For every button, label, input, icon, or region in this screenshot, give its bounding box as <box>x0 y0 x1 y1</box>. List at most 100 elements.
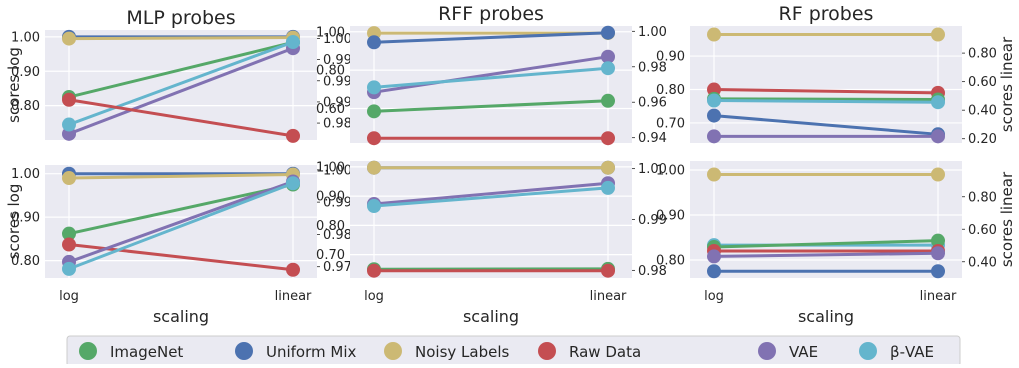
data-point <box>601 94 615 108</box>
data-point <box>62 262 76 276</box>
y2-tick-label: 0.60 <box>968 75 997 90</box>
y2-tick-label: 0.98 <box>323 117 352 132</box>
data-point <box>367 80 381 94</box>
data-point <box>367 131 381 145</box>
y2-tick-label: 0.94 <box>638 131 667 146</box>
y-tick-label: 0.90 <box>656 209 685 224</box>
x-tick-label: log <box>59 289 79 304</box>
x-tick-label: log <box>364 289 384 304</box>
x-tick-label: log <box>704 289 724 304</box>
data-point <box>931 168 945 182</box>
legend-marker <box>384 342 402 360</box>
data-point <box>62 93 76 107</box>
y2-axis-label: scores linear <box>998 171 1016 267</box>
legend-frame <box>67 336 960 364</box>
data-point <box>601 161 615 175</box>
data-point <box>601 61 615 75</box>
series-line <box>69 38 293 39</box>
x-axis-label: scaling <box>463 307 519 326</box>
y2-tick-label: 1.00 <box>638 25 667 40</box>
legend-label: ImageNet <box>110 343 183 361</box>
y-tick-label: 1.00 <box>11 30 40 45</box>
y-axis-label: scores log <box>5 47 23 123</box>
y2-tick-label: 0.40 <box>968 255 997 270</box>
data-point <box>707 168 721 182</box>
panel-title: RF probes <box>779 3 874 25</box>
data-point <box>367 161 381 175</box>
y-tick-label: 0.80 <box>316 64 345 79</box>
y-axis-label: scores log <box>5 184 23 260</box>
y-tick-label: 0.80 <box>656 83 685 98</box>
data-point <box>707 94 721 108</box>
data-point <box>62 118 76 132</box>
y-tick-label: 0.60 <box>316 102 345 117</box>
series-line <box>714 101 938 103</box>
panel-title: MLP probes <box>126 7 235 29</box>
data-point <box>62 171 76 185</box>
data-point <box>367 35 381 49</box>
data-point <box>931 95 945 109</box>
y2-axis-label: scores linear <box>998 36 1016 132</box>
data-point <box>601 181 615 195</box>
data-point <box>931 28 945 42</box>
data-point <box>62 238 76 252</box>
y-tick-label: 0.70 <box>316 248 345 263</box>
y-tick-label: 1.00 <box>316 160 345 175</box>
legend-label: β-VAE <box>890 343 934 361</box>
y-tick-label: 0.80 <box>316 219 345 234</box>
legend-marker <box>758 342 776 360</box>
data-point <box>601 264 615 278</box>
data-point <box>931 264 945 278</box>
y2-tick-label: 0.80 <box>968 47 997 62</box>
y-tick-label: 0.70 <box>656 116 685 131</box>
y-tick-label: 0.80 <box>656 254 685 269</box>
x-axis-label: scaling <box>798 307 854 326</box>
data-point <box>286 35 300 49</box>
y-tick-label: 1.00 <box>656 164 685 179</box>
y2-tick-label: 0.20 <box>968 132 997 147</box>
y-tick-label: 1.00 <box>316 25 345 40</box>
data-point <box>367 264 381 278</box>
data-point <box>707 28 721 42</box>
legend-marker <box>859 342 877 360</box>
legend-label: VAE <box>789 343 818 361</box>
x-tick-label: linear <box>590 289 627 304</box>
y-tick-label: 0.90 <box>656 50 685 65</box>
y-tick-label: 0.90 <box>316 190 345 205</box>
data-point <box>931 129 945 143</box>
legend-label: Noisy Labels <box>415 343 509 361</box>
data-point <box>367 104 381 118</box>
data-point <box>601 26 615 40</box>
data-point <box>286 176 300 190</box>
legend-marker <box>538 342 556 360</box>
x-axis-label: scaling <box>153 307 209 326</box>
panel-title: RFF probes <box>438 3 544 25</box>
data-point <box>707 109 721 123</box>
legend-label: Raw Data <box>569 343 641 361</box>
x-tick-label: linear <box>920 289 957 304</box>
data-point <box>286 129 300 143</box>
data-point <box>286 263 300 277</box>
legend-item: β-VAE <box>859 342 934 361</box>
panel-background <box>350 161 632 278</box>
data-point <box>62 32 76 46</box>
x-tick-label: linear <box>275 289 312 304</box>
data-point <box>707 264 721 278</box>
y2-tick-label: 0.80 <box>968 190 997 205</box>
data-point <box>601 131 615 145</box>
legend-marker <box>235 342 253 360</box>
legend-marker <box>79 342 97 360</box>
data-point <box>931 246 945 260</box>
legend-label: Uniform Mix <box>266 343 357 361</box>
y2-tick-label: 0.60 <box>968 223 997 238</box>
y-tick-label: 1.00 <box>11 167 40 182</box>
data-point <box>367 199 381 213</box>
